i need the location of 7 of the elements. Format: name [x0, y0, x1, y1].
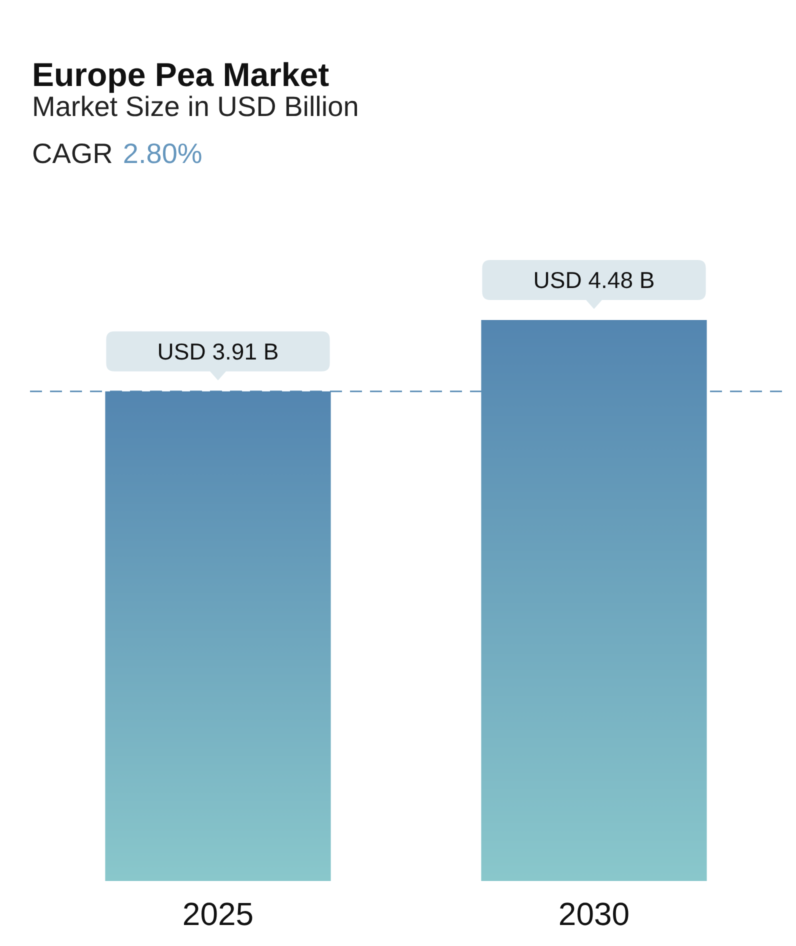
text: CAGR — [32, 138, 113, 169]
data-label: USD 3.91 B — [157, 338, 279, 364]
x-tick-label: 2030 — [558, 896, 630, 932]
x-tick-label: 2025 — [182, 896, 254, 932]
text: 2.80% — [122, 138, 202, 169]
chart-title: Europe Pea Market — [32, 56, 330, 93]
data-label: USD 4.48 B — [533, 267, 655, 293]
